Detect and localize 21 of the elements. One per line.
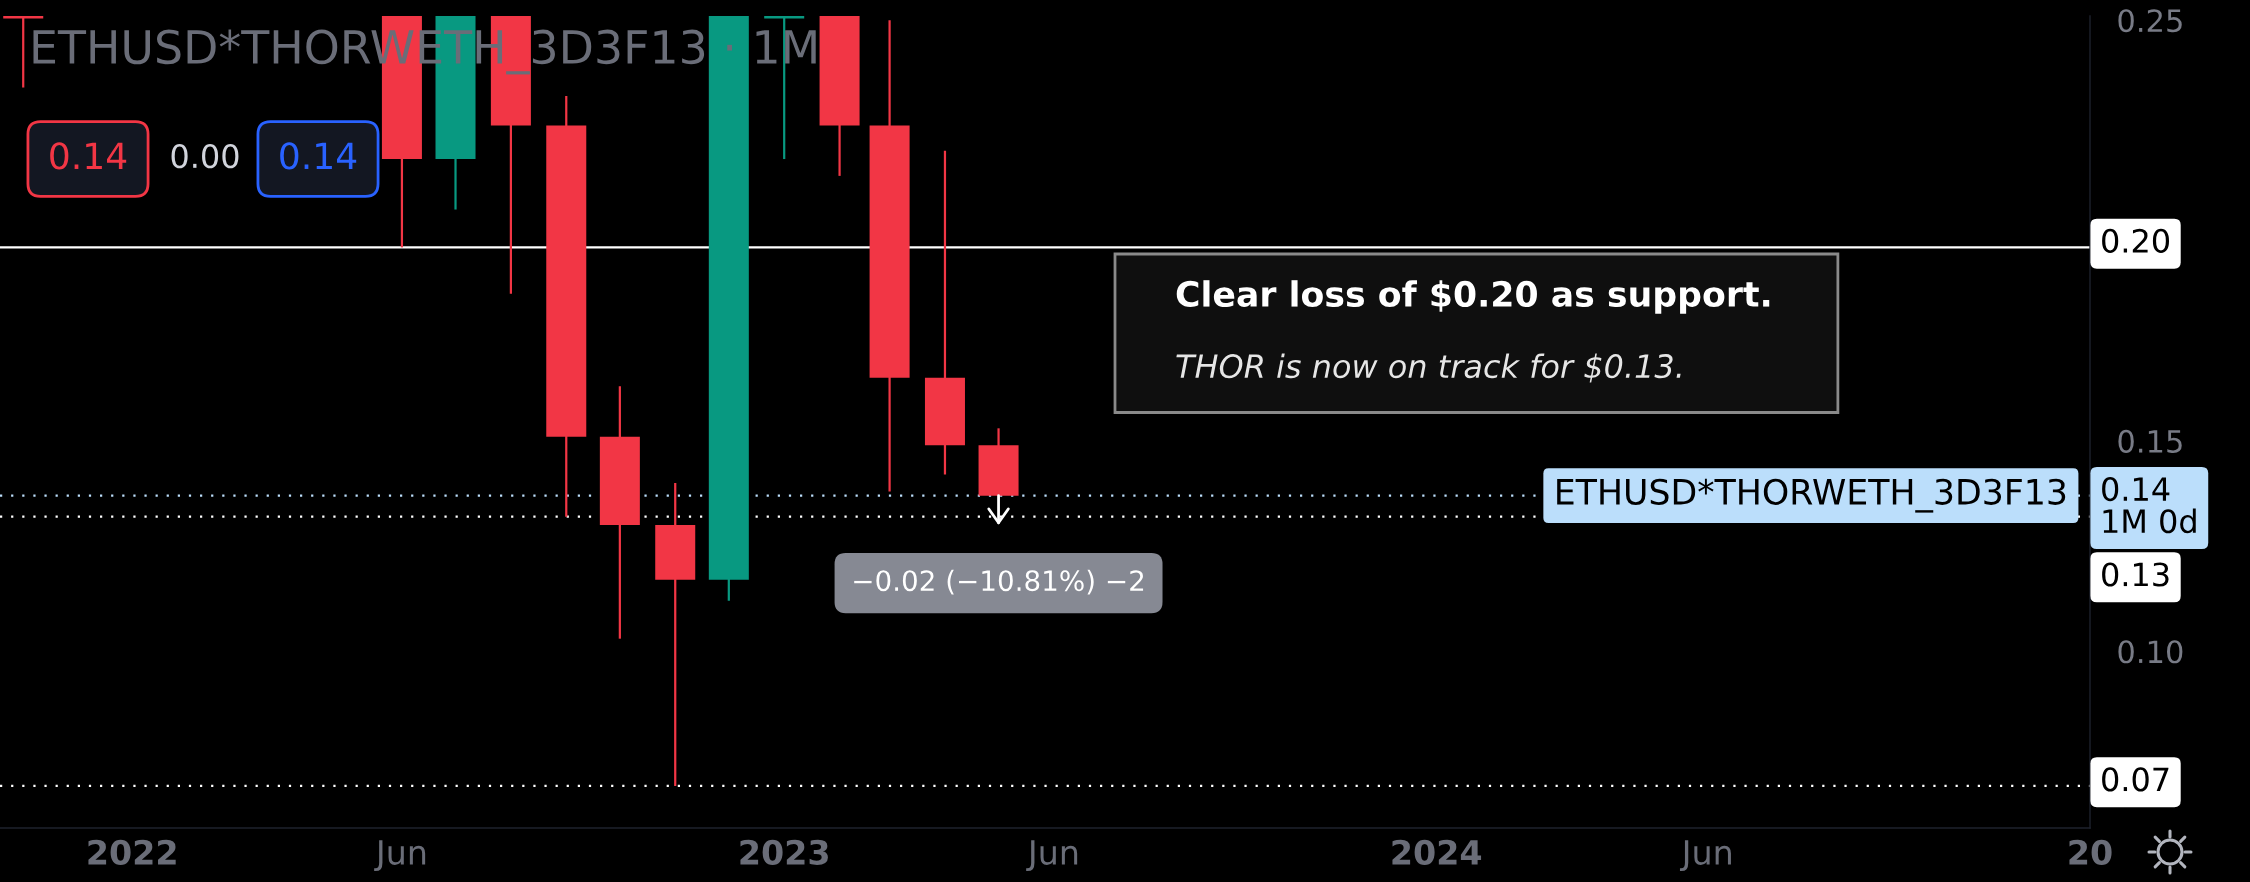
x-tick-label: Jun xyxy=(1026,840,1078,872)
annotation: ETHUSD*THORWETH_3D3F13 xyxy=(1557,478,2066,513)
ref-line-label: 0.14 1M 0d xyxy=(2102,477,2196,534)
annotation: 0.00 xyxy=(171,144,239,169)
y-tick-label: 0.25 xyxy=(2118,9,2182,33)
x-tick-label: 2023 xyxy=(740,839,828,865)
ref-line-label: 0.13 xyxy=(2102,562,2169,587)
x-tick-label: Jun xyxy=(1679,840,1731,872)
annotation: −0.02 (−10.81%) −2 xyxy=(854,569,1144,595)
annotation: 0.14 xyxy=(280,142,357,170)
annotation: THOR is now on track for $0.13. xyxy=(1176,353,1681,383)
y-tick-label: 0.15 xyxy=(2118,429,2182,453)
x-tick-label: 20 xyxy=(2069,839,2112,865)
ref-line-label: 0.07 xyxy=(2102,767,2169,792)
x-tick-label: Jun xyxy=(374,840,426,872)
x-tick-label: 2022 xyxy=(88,839,176,865)
y-tick-label: 0.10 xyxy=(2118,640,2183,664)
ref-line-label: 0.20 xyxy=(2102,228,2170,253)
x-tick-label: 2024 xyxy=(1392,839,1482,865)
annotation: Clear loss of $0.20 as support. xyxy=(1176,280,1770,314)
annotation: 0.14 xyxy=(50,142,127,170)
